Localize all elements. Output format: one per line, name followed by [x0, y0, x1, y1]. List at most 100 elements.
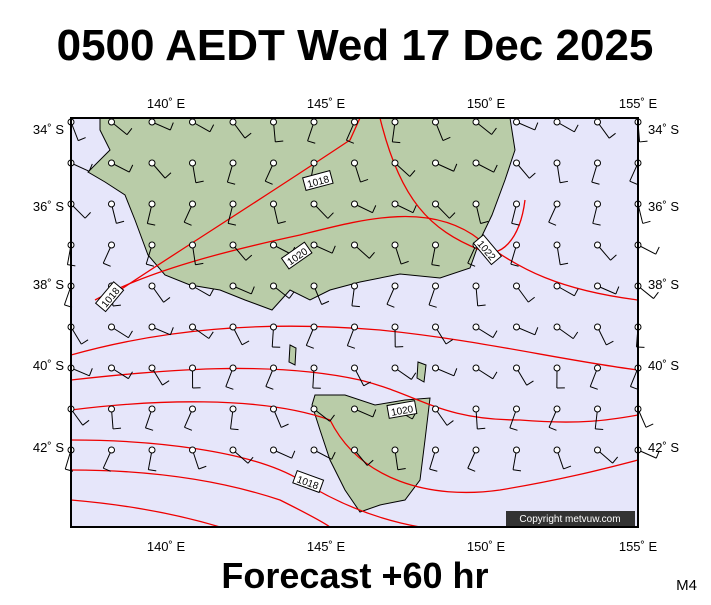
lat-label: 38˚ S	[648, 277, 679, 292]
lat-label: 34˚ S	[33, 122, 64, 137]
wind-barb	[230, 201, 236, 207]
wind-barb	[271, 119, 277, 125]
wind-barb	[595, 429, 603, 430]
wind-barb	[311, 201, 317, 207]
wind-barb	[554, 283, 560, 289]
wind-barb	[433, 119, 439, 125]
wind-barb	[392, 160, 398, 166]
wind-barb	[311, 447, 317, 453]
wind-barb	[230, 160, 236, 166]
wind-barb	[190, 283, 196, 289]
wind-barb	[352, 324, 358, 330]
wind-barb	[311, 365, 317, 371]
lon-label: 140˚ E	[147, 96, 186, 111]
wind-barb	[554, 160, 560, 166]
lon-label: 150˚ E	[467, 539, 506, 554]
wind-barb	[473, 406, 479, 412]
wind-barb	[433, 283, 439, 289]
wind-barb	[190, 406, 196, 412]
wind-barb	[514, 406, 520, 412]
wind-barb	[643, 221, 651, 223]
wind-barb	[595, 447, 601, 453]
wind-barb	[514, 160, 520, 166]
lon-label: 140˚ E	[147, 539, 186, 554]
wind-barb	[109, 242, 115, 248]
wind-barb	[230, 324, 236, 330]
wind-barb	[595, 283, 601, 289]
wind-barb	[230, 283, 236, 289]
wind-barb	[433, 365, 439, 371]
wind-barb	[271, 160, 277, 166]
wind-barb	[311, 406, 317, 412]
wind-barb	[149, 406, 155, 412]
wind-barb	[190, 119, 196, 125]
wind-barb	[595, 324, 601, 330]
wind-barb	[149, 447, 155, 453]
wind-barb	[595, 201, 601, 207]
wind-barb	[311, 242, 317, 248]
wind-barb	[433, 201, 439, 207]
wind-barb	[554, 242, 560, 248]
wind-barb	[271, 242, 277, 248]
wind-barb	[514, 283, 520, 289]
wind-barb	[514, 119, 520, 125]
wind-barb	[149, 242, 155, 248]
model-label: M4	[676, 577, 697, 594]
lon-label: 145˚ E	[307, 539, 346, 554]
wind-barb	[190, 201, 196, 207]
wind-barb	[392, 365, 398, 371]
wind-barb	[230, 119, 236, 125]
title: 0500 AEDT Wed 17 Dec 2025	[57, 21, 654, 70]
wind-barb	[352, 365, 358, 371]
wind-barb	[595, 406, 601, 412]
wind-barb	[392, 201, 398, 207]
wind-barb	[109, 406, 115, 412]
wind-barb	[473, 283, 479, 289]
wind-barb	[352, 201, 358, 207]
wind-barb	[433, 160, 439, 166]
wind-barb	[654, 292, 659, 298]
lat-label: 40˚ S	[33, 358, 64, 373]
wind-barb	[392, 119, 398, 125]
wind-barb	[109, 160, 115, 166]
wind-barb	[554, 365, 560, 371]
wind-barb	[271, 406, 277, 412]
king-island	[289, 345, 296, 365]
wind-barb	[149, 324, 155, 330]
wind-barb	[109, 119, 115, 125]
wind-barb	[271, 447, 277, 453]
wind-barb	[554, 324, 560, 330]
wind-barb	[271, 201, 277, 207]
map-frame: 1018 1020 1018 1020 1018 1022 Copyright …	[64, 118, 659, 527]
wind-barb	[352, 283, 358, 289]
wind-barb	[352, 160, 358, 166]
wind-barb	[392, 447, 398, 453]
wind-barb	[230, 447, 236, 453]
wind-barb	[473, 160, 479, 166]
wind-barb	[271, 283, 277, 289]
lat-label: 36˚ S	[648, 199, 679, 214]
wind-barb	[473, 365, 479, 371]
lon-label: 145˚ E	[307, 96, 346, 111]
wind-barb	[392, 283, 398, 289]
wind-barb	[433, 324, 439, 330]
lat-label: 42˚ S	[648, 440, 679, 455]
wind-barb	[595, 160, 601, 166]
wind-barb	[230, 365, 236, 371]
wind-barb	[473, 324, 479, 330]
lon-label: 155˚ E	[619, 96, 658, 111]
wind-barb	[311, 160, 317, 166]
lat-label: 40˚ S	[648, 358, 679, 373]
wind-barb	[230, 242, 236, 248]
wind-barb	[352, 447, 358, 453]
wind-barb	[149, 119, 155, 125]
wind-barb	[109, 365, 115, 371]
wind-barb	[109, 324, 115, 330]
lon-label: 150˚ E	[467, 96, 506, 111]
wind-barb	[230, 406, 236, 412]
wind-barb	[514, 447, 520, 453]
wind-barb	[190, 160, 196, 166]
wind-barb	[149, 201, 155, 207]
lat-label: 38˚ S	[33, 277, 64, 292]
wind-barb	[352, 242, 358, 248]
